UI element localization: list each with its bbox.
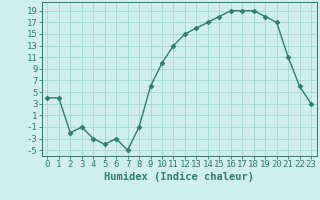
- X-axis label: Humidex (Indice chaleur): Humidex (Indice chaleur): [104, 172, 254, 182]
